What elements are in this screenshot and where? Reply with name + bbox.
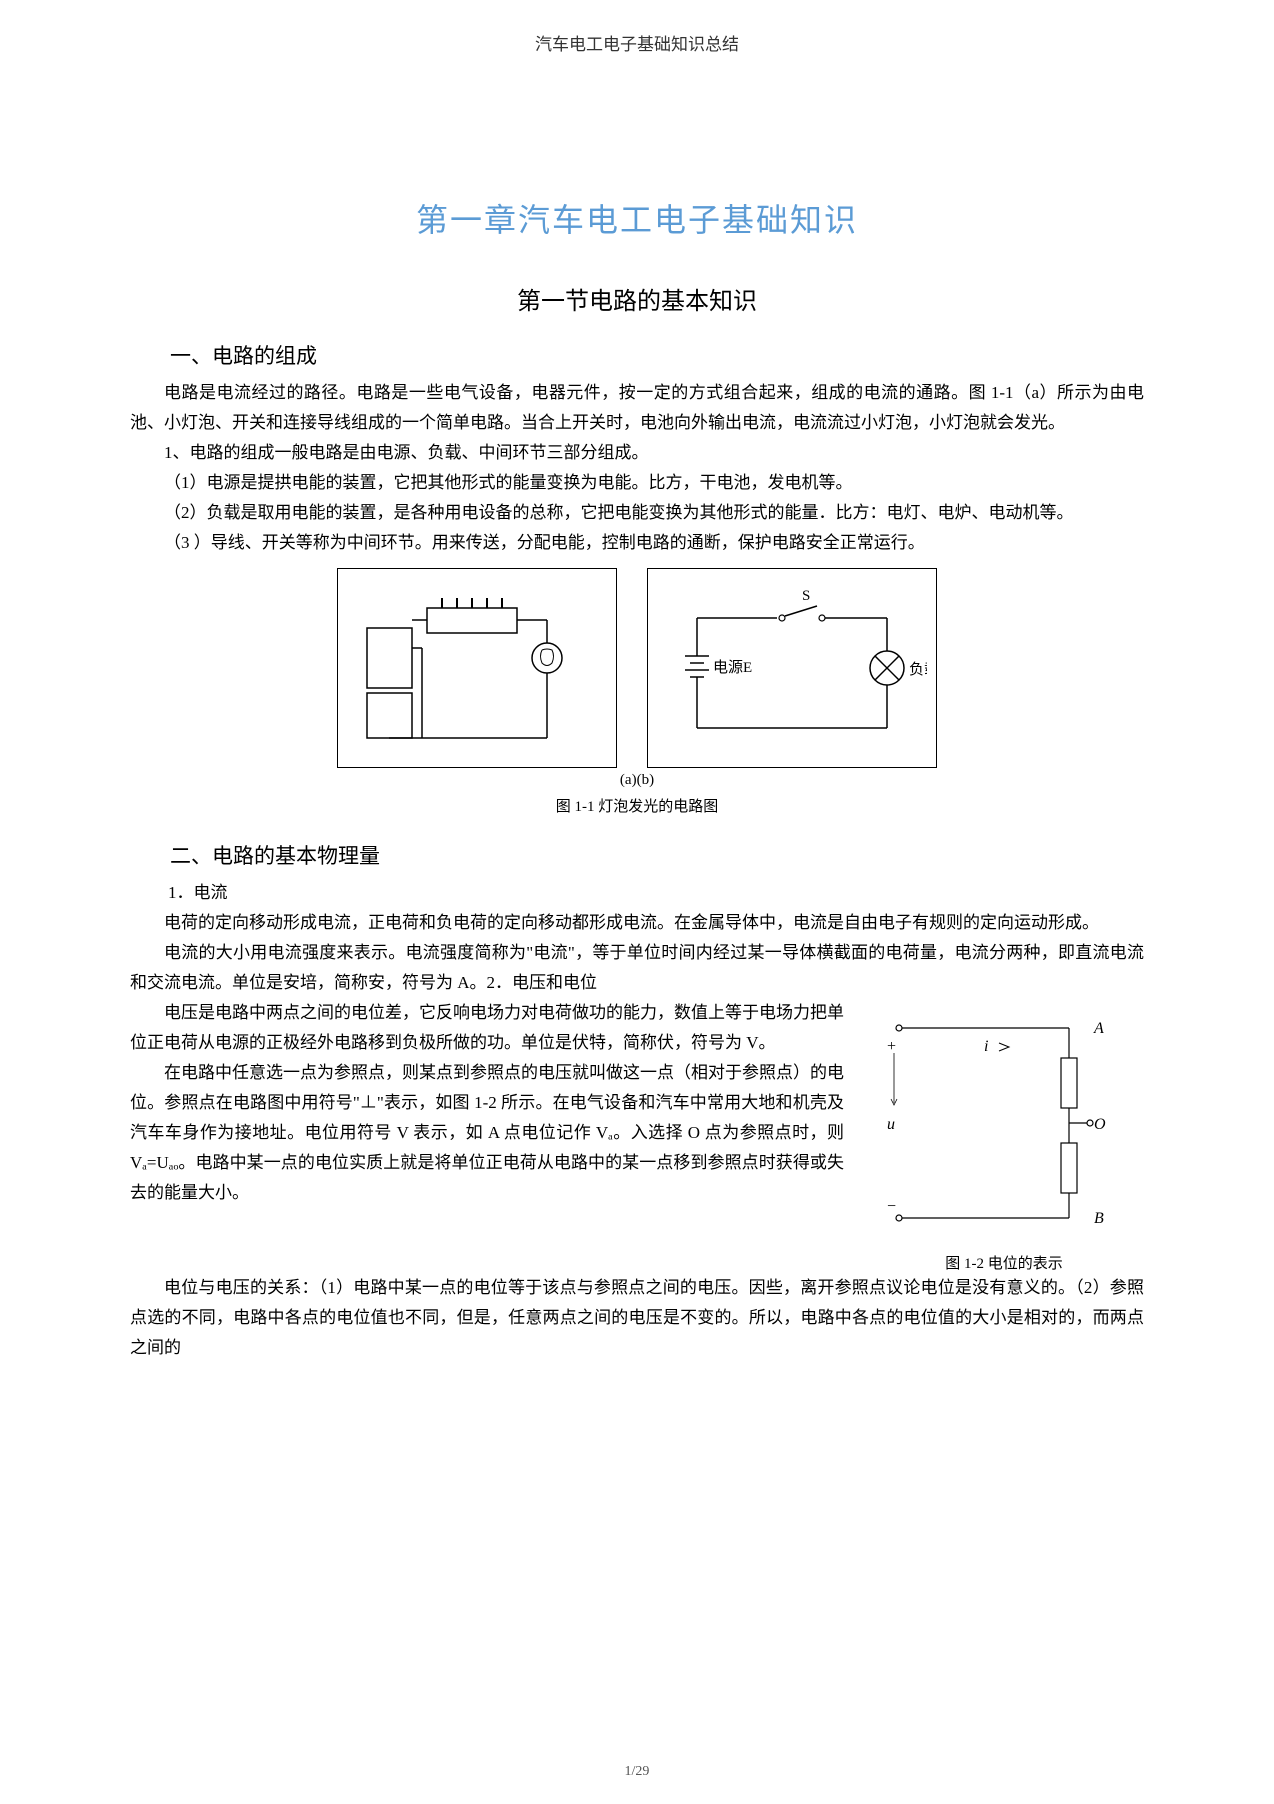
paragraph: （2）负载是取用电能的装置，是各种用电设备的总称，它把电能变换为其他形式的能量．… (130, 498, 1144, 528)
right-column: + i A O B u − 图 1-2 (864, 998, 1144, 1273)
paragraph: 电荷的定向移动形成电流，正电荷和负电荷的定向移动都形成电流。在金属导体中，电流是… (130, 908, 1144, 938)
paragraph: 电压是电路中两点之间的电位差，它反响电场力对电荷做功的能力，数值上等于电场力把单… (130, 998, 844, 1058)
figure-1-ab-label: (a)(b) (130, 772, 1144, 789)
paragraph: 电流的大小用电流强度来表示。电流强度简称为"电流"，等于单位时间内经过某一导体横… (130, 938, 1144, 998)
circuit-diagram-schematic: S 电源E 负载 (657, 578, 927, 758)
figure-2: + i A O B u − (864, 998, 1134, 1248)
plus-label: + (887, 1038, 896, 1055)
sub-heading-current: 1．电流 (168, 878, 1144, 908)
figure-1-container: S 电源E 负载 (130, 568, 1144, 768)
figure-1-caption: 图 1-1 灯泡发光的电路图 (130, 795, 1144, 816)
page-footer: 1/29 (0, 1764, 1274, 1780)
paragraph: 电位与电压的关系：（1）电路中某一点的电位等于该点与参照点之间的电压。因些，离开… (130, 1273, 1144, 1363)
subsection-2-title: 二、电路的基本物理量 (170, 840, 1144, 870)
circuit-diagram-pictorial (347, 578, 607, 758)
subsection-1-title: 一、电路的组成 (170, 340, 1144, 370)
paragraph: （3 ）导线、开关等称为中间环节。用来传送，分配电能，控制电路的通断，保护电路安… (130, 528, 1144, 558)
paragraph: 在电路中任意选一点为参照点，则某点到参照点的电压就叫做这一点（相对于参照点）的电… (130, 1058, 844, 1208)
node-label-a: A (1093, 1020, 1104, 1037)
left-column: 电压是电路中两点之间的电位差，它反响电场力对电荷做功的能力，数值上等于电场力把单… (130, 998, 844, 1273)
minus-label: − (887, 1198, 896, 1215)
paragraph: （1）电源是提拱电能的装置，它把其他形式的能量变换为电能。比方，干电池，发电机等… (130, 468, 1144, 498)
switch-label-s: S (802, 588, 810, 604)
current-label-i: i (984, 1038, 988, 1055)
paragraph: 电路是电流经过的路径。电路是一些电气设备，电器元件，按一定的方式组合起来，组成的… (130, 378, 1144, 438)
figure-1a (337, 568, 617, 768)
two-column-layout: 电压是电路中两点之间的电位差，它反响电场力对电荷做功的能力，数值上等于电场力把单… (130, 998, 1144, 1273)
section-title: 第一节电路的基本知识 (130, 281, 1144, 316)
voltage-label-u: u (887, 1116, 895, 1133)
load-label: 负载 (909, 661, 927, 678)
paragraph: 1、电路的组成一般电路是由电源、负载、中间环节三部分组成。 (130, 438, 1144, 468)
source-label-e: 电源E (713, 659, 752, 676)
node-label-o: O (1094, 1116, 1106, 1133)
chapter-title: 第一章汽车电工电子基础知识 (130, 195, 1144, 241)
figure-2-caption: 图 1-2 电位的表示 (864, 1252, 1144, 1273)
document-header: 汽车电工电子基础知识总结 (130, 30, 1144, 55)
potential-circuit-diagram: + i A O B u − (869, 1003, 1129, 1243)
figure-1b: S 电源E 负载 (647, 568, 937, 768)
node-label-b: B (1094, 1210, 1104, 1227)
